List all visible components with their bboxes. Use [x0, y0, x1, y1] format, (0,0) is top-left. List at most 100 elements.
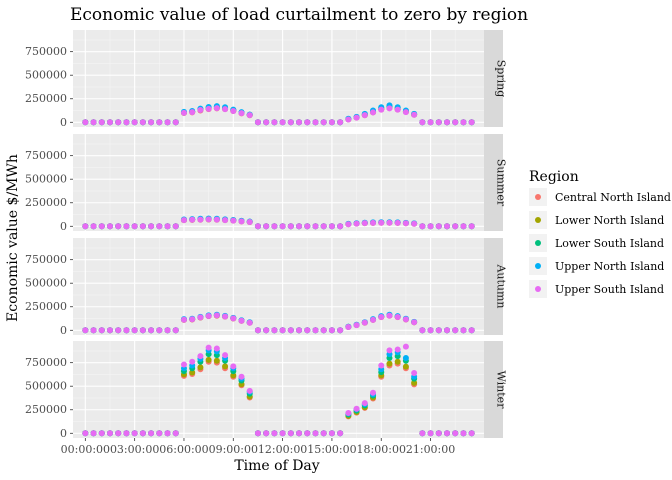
data-point — [197, 314, 204, 321]
data-point — [222, 363, 229, 370]
data-point — [115, 327, 122, 334]
data-point — [180, 361, 187, 368]
data-point — [386, 312, 393, 319]
data-point — [123, 223, 130, 230]
data-point — [370, 316, 377, 323]
data-point — [378, 106, 385, 113]
x-tick-label: 00:00:00 — [61, 443, 110, 456]
data-point — [296, 430, 303, 437]
data-point — [394, 314, 401, 321]
x-tick-label: 12:00:00 — [258, 443, 307, 456]
data-point — [271, 223, 278, 230]
y-tick-label: 750000 — [25, 149, 67, 162]
data-point — [304, 223, 311, 230]
y-tick-label: 0 — [60, 427, 67, 440]
data-point — [444, 430, 451, 437]
data-point — [189, 109, 196, 116]
data-point — [296, 223, 303, 230]
series-upper-south-island — [82, 343, 475, 437]
legend-marker — [535, 263, 541, 269]
data-point — [402, 220, 409, 227]
data-point — [106, 430, 113, 437]
data-point — [312, 119, 319, 126]
facet-strip-label: Summer — [495, 159, 508, 207]
data-point — [213, 105, 220, 112]
data-point — [353, 322, 360, 329]
data-point — [98, 327, 105, 334]
data-point — [222, 313, 229, 320]
y-tick-label: 500000 — [25, 277, 67, 290]
data-point — [419, 327, 426, 334]
data-point — [115, 430, 122, 437]
data-point — [205, 356, 212, 363]
data-point — [361, 319, 368, 326]
data-point — [172, 119, 179, 126]
panel-background — [73, 238, 484, 335]
data-point — [296, 327, 303, 334]
data-point — [123, 327, 130, 334]
data-point — [452, 223, 459, 230]
data-point — [156, 119, 163, 126]
data-point — [238, 218, 245, 225]
data-point — [271, 327, 278, 334]
panel-background — [73, 30, 484, 127]
panel-background — [73, 134, 484, 231]
data-point — [320, 327, 327, 334]
data-point — [378, 314, 385, 321]
facet-panel-winter: 0 250000 500000 750000 Winter — [25, 341, 508, 440]
data-point — [238, 373, 245, 380]
data-point — [370, 109, 377, 116]
data-point — [271, 430, 278, 437]
data-point — [139, 327, 146, 334]
data-point — [148, 430, 155, 437]
data-point — [205, 312, 212, 319]
data-point — [353, 220, 360, 227]
data-point — [222, 352, 229, 359]
series-upper-south-island — [82, 312, 475, 334]
data-point — [312, 327, 319, 334]
data-point — [427, 327, 434, 334]
x-tick-label: 15:00:00 — [307, 443, 356, 456]
data-point — [246, 219, 253, 226]
data-point — [213, 357, 220, 364]
data-point — [131, 430, 138, 437]
data-point — [353, 405, 360, 412]
facet-strip — [484, 30, 503, 127]
data-point — [222, 217, 229, 224]
data-point — [123, 430, 130, 437]
data-point — [320, 119, 327, 126]
data-point — [115, 223, 122, 230]
legend: Region Central North Island Lower North I… — [529, 169, 671, 298]
legend-entry: Upper South Island — [529, 280, 664, 298]
data-point — [205, 216, 212, 223]
data-point — [197, 107, 204, 114]
data-point — [386, 360, 393, 367]
legend-entry: Central North Island — [529, 188, 671, 206]
series-upper-south-island — [82, 105, 475, 126]
y-tick-label: 750000 — [25, 253, 67, 266]
data-point — [156, 223, 163, 230]
x-tick-label: 03:00:00 — [110, 443, 159, 456]
data-point — [337, 327, 344, 334]
data-point — [468, 327, 475, 334]
y-tick-label: 0 — [60, 220, 67, 233]
data-point — [82, 430, 89, 437]
data-point — [139, 430, 146, 437]
x-axis-label: Time of Day — [234, 458, 319, 474]
y-tick-label: 500000 — [25, 173, 67, 186]
data-point — [378, 219, 385, 226]
y-tick-label: 750000 — [25, 45, 67, 58]
data-point — [222, 106, 229, 113]
data-point — [172, 327, 179, 334]
data-point — [230, 372, 237, 379]
data-point — [337, 119, 344, 126]
data-point — [189, 216, 196, 223]
data-point — [394, 106, 401, 113]
legend-marker — [535, 217, 541, 223]
facet-strip-label: Winter — [495, 371, 508, 410]
data-point — [287, 223, 294, 230]
data-point — [361, 400, 368, 407]
data-point — [287, 430, 294, 437]
data-point — [254, 327, 261, 334]
data-point — [468, 119, 475, 126]
